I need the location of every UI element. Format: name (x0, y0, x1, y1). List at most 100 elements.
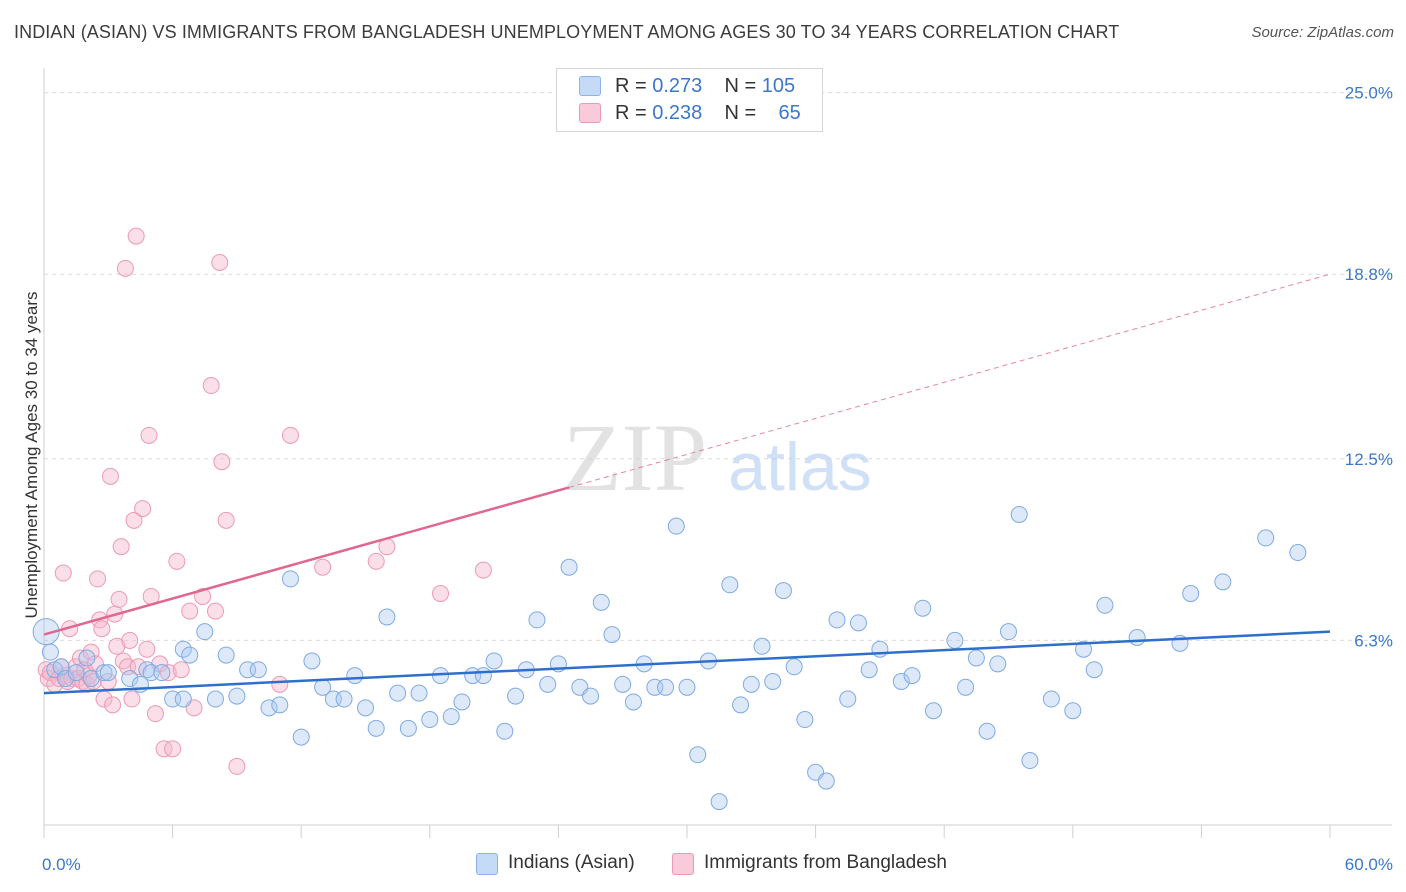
legend-n-value: 105 (761, 75, 796, 97)
legend-r-value: 0.238 (652, 102, 703, 124)
legend-swatch-pink (579, 103, 601, 123)
bangladesh-point (54, 564, 72, 582)
indians-point (774, 582, 792, 600)
indians-point (785, 658, 803, 676)
bangladesh-trend-extension (568, 273, 1331, 488)
indians-point (474, 667, 492, 685)
y-axis-label: Unemployment Among Ages 30 to 34 years (22, 291, 41, 619)
bangladesh-point (217, 511, 235, 529)
bangladesh-point (432, 585, 450, 603)
indians-point (924, 702, 942, 720)
indians-point (95, 664, 113, 682)
indians-point (378, 608, 396, 626)
indians-point (689, 746, 707, 764)
indians-point (303, 652, 321, 670)
bangladesh-point (211, 254, 229, 271)
indians-point (228, 687, 246, 705)
legend-swatch-blue (579, 76, 601, 96)
indians-point (99, 664, 117, 682)
indians-point (667, 517, 685, 535)
y-tick-label: 18.8% (1345, 265, 1393, 284)
bangladesh-point (164, 740, 182, 758)
bangladesh-point (146, 705, 164, 723)
indians-point (560, 558, 578, 576)
indians-point (260, 699, 278, 717)
indians-point (485, 652, 503, 670)
indians-point (292, 728, 310, 746)
indians-point (357, 699, 374, 717)
indians-trend-line (43, 630, 1331, 695)
bangladesh-point (213, 453, 231, 471)
indians-point (1000, 623, 1017, 641)
x-tick-label: 60.0% (1345, 855, 1393, 874)
indians-point (967, 649, 985, 667)
bangladesh-point (138, 640, 156, 658)
indians-point (710, 793, 728, 811)
bangladesh-point (134, 500, 152, 518)
bangladesh-point (181, 602, 199, 620)
bangladesh-point (155, 740, 173, 758)
indians-point (399, 719, 417, 737)
bangladesh-point (93, 620, 111, 638)
indians-point (421, 711, 439, 729)
indians-point (732, 696, 750, 714)
bangladesh-point (168, 552, 186, 570)
indians-point (592, 593, 610, 611)
indians-point (196, 623, 214, 641)
tick-labels: 6.3% 12.5% 18.8% 25.0% 0.0% 60.0% (42, 84, 1393, 874)
indians-point (32, 618, 60, 646)
bangladesh-trend-line (43, 486, 570, 636)
indians-point (181, 646, 199, 664)
gridlines (44, 92, 1392, 641)
indians-point (742, 675, 760, 693)
bangladesh-point (123, 690, 141, 708)
axes (43, 68, 1392, 838)
bangladesh-point (121, 631, 139, 649)
indians-point (1075, 640, 1093, 658)
bangladesh-point (140, 426, 158, 444)
watermark-zip: ZIP (563, 404, 707, 511)
correlation-legend: R = 0.273 N = 105 R = 0.238 N = 65 (556, 68, 823, 132)
indians-point (507, 687, 525, 705)
indians-point (1064, 702, 1082, 720)
legend-r-label: R = (615, 75, 653, 97)
indians-point (41, 643, 59, 661)
indians-point (271, 696, 289, 714)
bangladesh-point (159, 664, 177, 682)
bangladesh-point (202, 377, 220, 395)
indians-point (67, 664, 85, 682)
indians-point (1096, 596, 1114, 614)
indians-point (614, 675, 632, 693)
bangladesh-point (281, 426, 299, 444)
indians-point (249, 661, 267, 679)
legend-n-label: N = (724, 75, 762, 97)
indians-point (978, 722, 996, 740)
indians-point (121, 670, 139, 688)
indians-point (539, 675, 557, 693)
indians-point (56, 670, 74, 688)
indians-point (657, 678, 675, 696)
bangladesh-point (474, 561, 492, 579)
bangladesh-point (314, 558, 332, 576)
indians-point (346, 667, 364, 685)
indians-point (453, 693, 471, 711)
bangladesh-point (112, 538, 130, 556)
bangladesh-point (125, 511, 143, 529)
indians-point (335, 690, 353, 708)
indians-point (721, 576, 739, 594)
indians-point (78, 649, 96, 667)
legend-r-value: 0.273 (652, 75, 703, 97)
indians-point (442, 708, 460, 726)
bangladesh-point (367, 552, 385, 570)
indians-point (389, 684, 407, 702)
indians-point (1257, 529, 1275, 547)
series-bangladesh-points (37, 227, 492, 775)
indians-point (892, 672, 910, 690)
indians-point (1214, 573, 1232, 591)
bangladesh-point (101, 467, 119, 485)
indians-point (528, 611, 546, 629)
indians-point (174, 690, 192, 708)
indians-point (1042, 690, 1060, 708)
legend-r-label: R = (615, 102, 653, 124)
